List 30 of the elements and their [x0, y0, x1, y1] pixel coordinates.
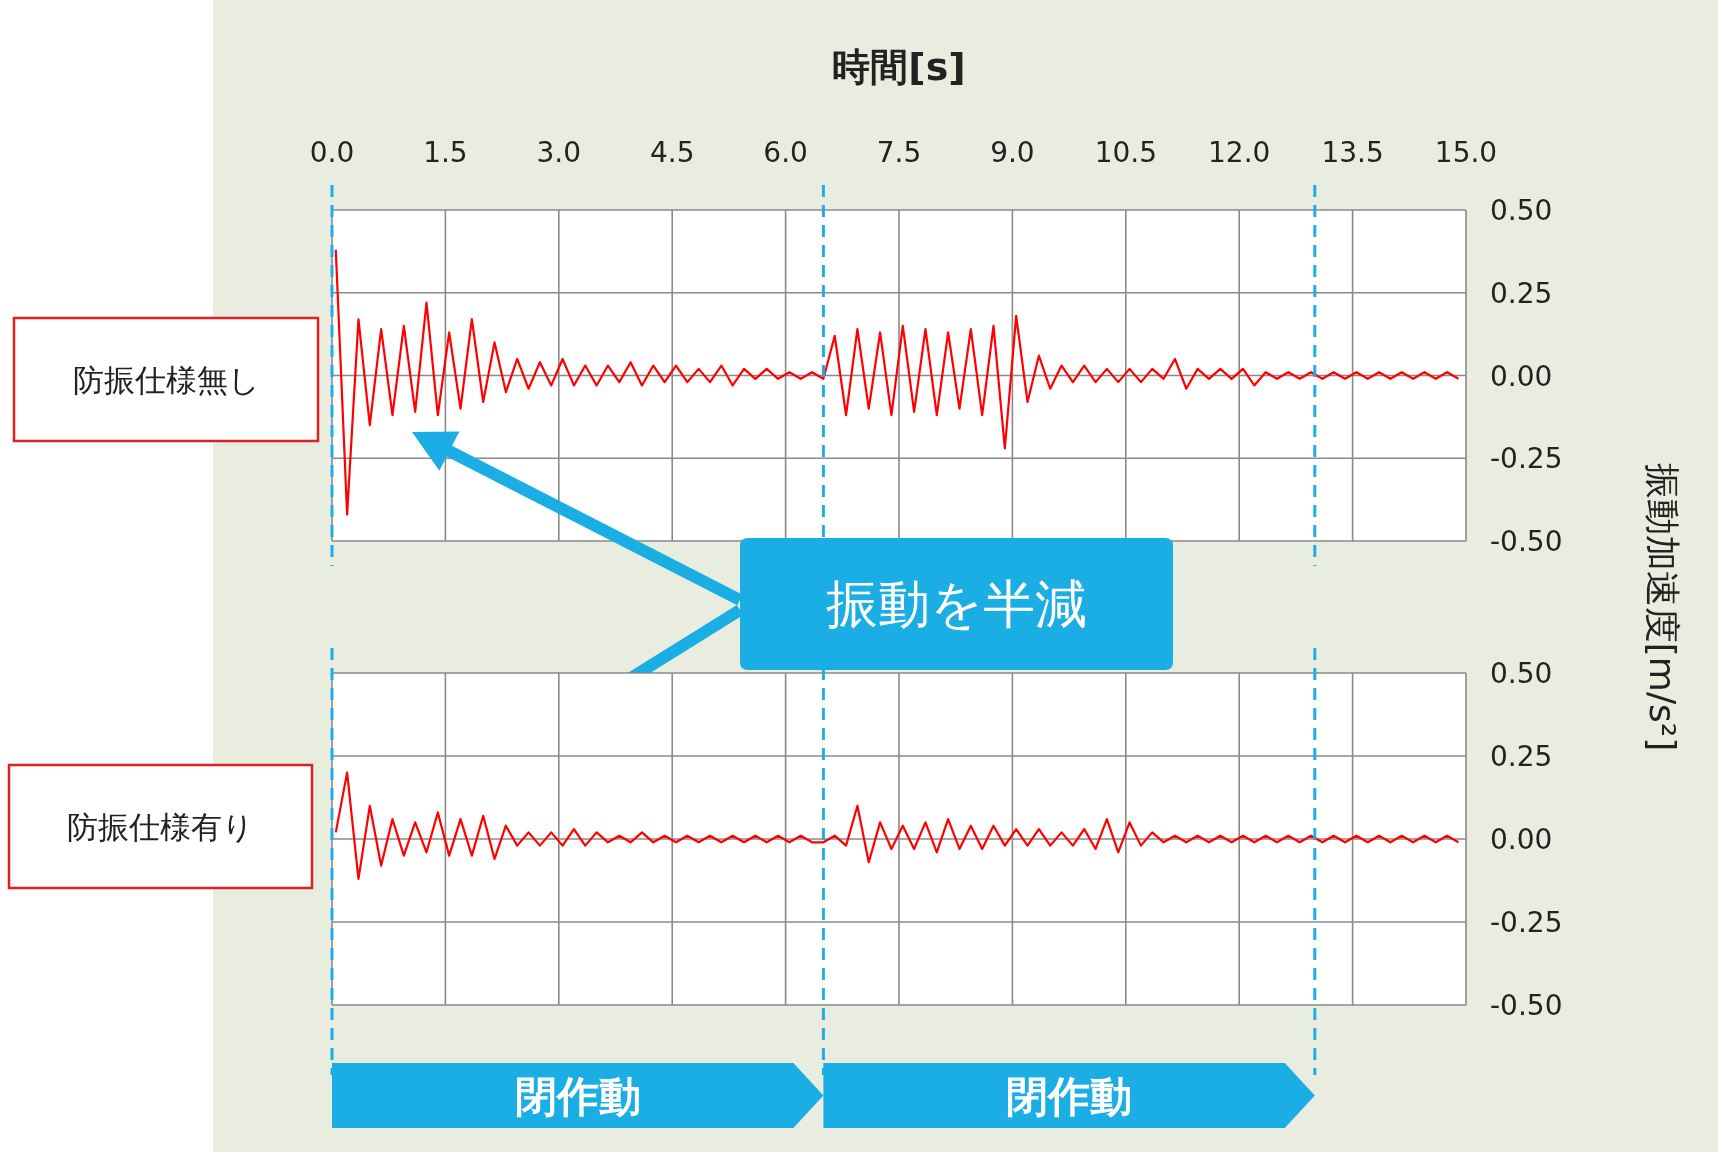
x-tick-label: 7.5 [876, 136, 922, 169]
y-tick-label: 0.50 [1490, 194, 1553, 227]
x-tick-label: 0.0 [309, 136, 355, 169]
text: 防振仕様有り [67, 808, 254, 845]
x-tick-label: 13.5 [1321, 136, 1384, 169]
y-tick-label: 0.00 [1490, 823, 1553, 856]
x-tick-label: 9.0 [990, 136, 1035, 169]
text: 振動を半減 [825, 574, 1087, 634]
y-tick-label: -0.50 [1490, 989, 1563, 1022]
y-tick-label: 0.25 [1490, 740, 1553, 773]
x-tick-label: 6.0 [763, 136, 808, 169]
x-tick-label: 3.0 [536, 136, 582, 169]
x-tick-label: 4.5 [649, 136, 695, 169]
y-tick-label: -0.25 [1490, 906, 1563, 939]
line-series [334, 771, 1460, 880]
x-axis-title: 時間[s] [832, 45, 966, 89]
x-tick-label: 12.0 [1208, 136, 1271, 169]
x-tick-label: 1.5 [423, 136, 468, 169]
text: 閉作動 [514, 1071, 641, 1121]
y-tick-label: -0.50 [1490, 525, 1563, 558]
y-tick-label: -0.25 [1490, 442, 1563, 476]
y-tick-label: 0.25 [1490, 276, 1553, 310]
x-tick-label: 10.5 [1094, 136, 1157, 169]
y-axis-title: 振動加速度[m/s²] [1642, 462, 1683, 752]
line-series [334, 248, 1460, 516]
text: 防振仕様無し [72, 361, 260, 398]
x-tick-label: 15.0 [1434, 136, 1498, 169]
y-tick-label: 0.00 [1490, 359, 1553, 393]
text: 閉作動 [1006, 1071, 1133, 1121]
y-tick-label: 0.50 [1490, 657, 1553, 690]
